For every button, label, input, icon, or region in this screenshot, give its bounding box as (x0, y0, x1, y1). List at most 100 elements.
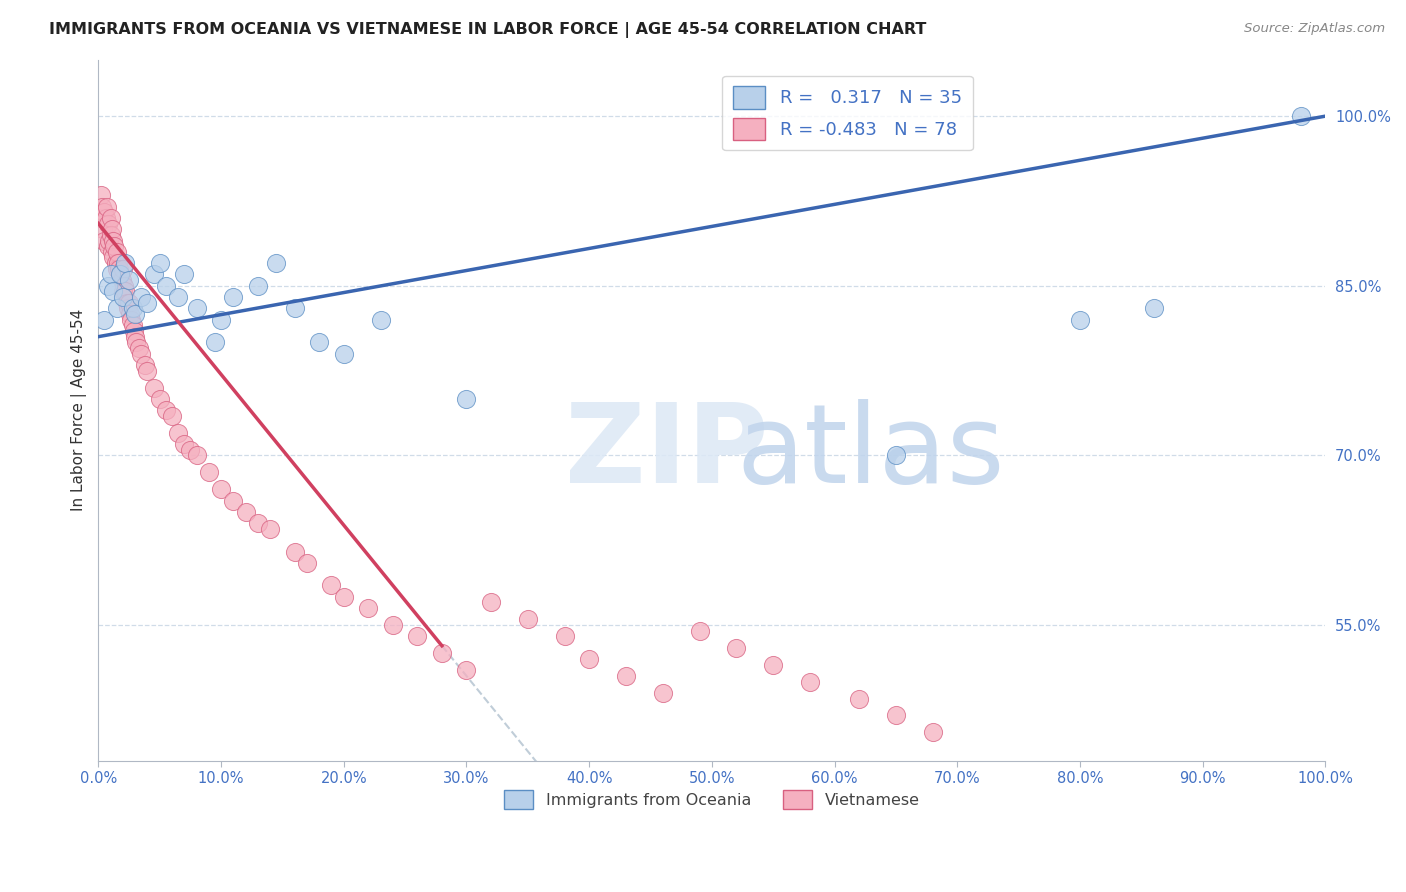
Point (173, 437, 195, 451)
Point (117, 301, 139, 316)
Point (246, 278, 269, 293)
Point (235, 505, 257, 519)
Point (689, 624, 711, 638)
Point (105, 261, 128, 276)
Point (136, 295, 159, 310)
Point (884, 449, 907, 463)
Point (456, 663, 478, 677)
Point (222, 290, 245, 304)
Point (118, 295, 141, 310)
Point (155, 278, 177, 293)
Point (456, 392, 478, 406)
Point (479, 595, 502, 609)
Point (120, 307, 142, 321)
Point (101, 244, 124, 259)
Point (554, 629, 576, 643)
Point (155, 403, 177, 417)
Point (129, 290, 152, 304)
Text: Source: ZipAtlas.com: Source: ZipAtlas.com (1244, 22, 1385, 36)
Point (94, 211, 117, 225)
Point (98, 234, 121, 248)
Point (332, 346, 354, 360)
Point (104, 256, 127, 270)
Point (100, 211, 122, 225)
Point (125, 335, 148, 350)
Point (122, 324, 145, 338)
Point (136, 363, 159, 377)
Point (209, 312, 232, 326)
Point (186, 449, 208, 463)
Text: ZIP: ZIP (565, 399, 768, 506)
Legend: Immigrants from Oceania, Vietnamese: Immigrants from Oceania, Vietnamese (498, 783, 927, 816)
Point (100, 268, 122, 282)
Point (295, 556, 318, 570)
Point (114, 285, 136, 299)
Point (121, 312, 143, 326)
Point (111, 285, 134, 299)
Point (614, 669, 637, 683)
Point (124, 307, 146, 321)
Point (121, 318, 143, 333)
Point (142, 380, 165, 394)
Point (799, 674, 821, 689)
Point (308, 335, 330, 350)
Point (762, 657, 785, 672)
Point (370, 312, 392, 326)
Point (97, 239, 120, 253)
Point (332, 590, 354, 604)
Text: atlas: atlas (737, 399, 1005, 506)
Point (173, 268, 195, 282)
Point (1142, 301, 1164, 316)
Point (105, 244, 128, 259)
Point (921, 725, 943, 739)
Point (100, 227, 122, 242)
Point (105, 301, 128, 316)
Point (93, 312, 115, 326)
Y-axis label: In Labor Force | Age 45-54: In Labor Force | Age 45-54 (72, 309, 87, 511)
Point (93, 234, 115, 248)
Point (725, 640, 748, 655)
Point (209, 483, 232, 497)
Point (1069, 312, 1091, 326)
Point (321, 578, 343, 592)
Point (357, 601, 380, 615)
Point (97, 278, 120, 293)
Point (101, 222, 124, 236)
Point (284, 301, 307, 316)
Point (107, 256, 129, 270)
Point (111, 273, 134, 287)
Point (651, 686, 673, 700)
Point (111, 290, 134, 304)
Point (160, 409, 183, 423)
Point (204, 335, 226, 350)
Point (142, 268, 165, 282)
Point (149, 256, 172, 270)
Point (97, 217, 120, 231)
Point (112, 278, 135, 293)
Point (110, 268, 132, 282)
Point (284, 544, 307, 558)
Point (103, 239, 125, 253)
Point (381, 618, 404, 632)
Point (578, 652, 600, 666)
Point (259, 522, 281, 536)
Point (91, 222, 114, 236)
Point (186, 301, 208, 316)
Point (101, 285, 124, 299)
Text: IMMIGRANTS FROM OCEANIA VS VIETNAMESE IN LABOR FORCE | AGE 45-54 CORRELATION CHA: IMMIGRANTS FROM OCEANIA VS VIETNAMESE IN… (49, 22, 927, 38)
Point (115, 295, 138, 310)
Point (134, 358, 156, 372)
Point (108, 261, 131, 276)
Point (90, 188, 112, 202)
Point (121, 301, 143, 316)
Point (430, 646, 453, 660)
Point (111, 261, 134, 276)
Point (96, 200, 118, 214)
Point (848, 691, 870, 706)
Point (167, 425, 190, 440)
Point (264, 256, 287, 270)
Point (197, 466, 219, 480)
Point (222, 493, 245, 508)
Point (167, 290, 190, 304)
Point (884, 708, 907, 723)
